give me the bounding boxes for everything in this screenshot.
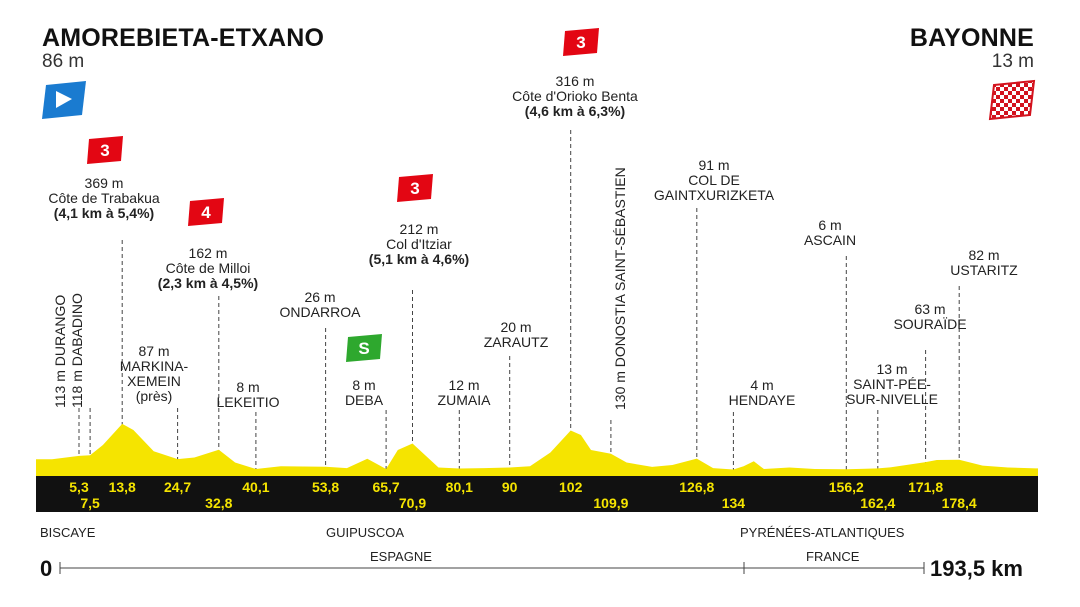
climb-name: Col d'Itziar: [386, 236, 452, 252]
climb-badge-4: 3: [563, 28, 599, 56]
climb-label-orioko: 316 m Côte d'Orioko Benta (4,6 km à 6,3%…: [495, 74, 655, 119]
place-zumaia: 12 m ZUMAIA: [437, 377, 491, 408]
climb-label-trabakua: 369 m Côte de Trabakua (4,1 km à 5,4%): [26, 176, 182, 221]
place-durango: 113 m DURANGO: [52, 294, 68, 408]
start-flag-icon: [42, 81, 86, 119]
km-marker-top: 156,2: [828, 479, 864, 495]
finish-flag-icon: [988, 79, 1036, 121]
km-marker-top: 24,7: [163, 479, 192, 495]
climb-detail: (2,3 km à 4,5%): [157, 275, 259, 291]
sprint-label-deba: 8 m DEBA: [330, 378, 398, 408]
place-altitude: 8 m: [352, 377, 376, 393]
place-souraide: 63 m SOURAÏDE: [893, 301, 967, 332]
place-gaintxurizketa: 91 m COL DE GAINTXURIZKETA: [653, 157, 775, 203]
km-marker-top: 40,1: [242, 479, 270, 495]
km-marker-top: 13,8: [108, 479, 136, 495]
climb-altitude: 316 m: [555, 73, 595, 89]
climb-name: Côte de Milloi: [165, 260, 251, 276]
svg-text:3: 3: [410, 179, 419, 198]
climb-badge-3: 3: [397, 174, 433, 202]
place-name: DEBA: [344, 392, 384, 408]
climb-label-milloi: 162 m Côte de Milloi (2,3 km à 4,5%): [128, 246, 288, 291]
distance-total: 193,5 km: [930, 556, 1023, 581]
place-markina: 87 m MARKINA- XEMEIN (près): [119, 343, 189, 404]
climb-label-itziar: 212 m Col d'Itziar (5,1 km à 4,6%): [339, 222, 499, 267]
climb-detail: (5,1 km à 4,6%): [368, 251, 470, 267]
place-dabadino: 118 m DABADINO: [69, 293, 85, 408]
km-marker-bottom: 7,5: [80, 495, 100, 511]
place-saintpee: 13 m SAINT-PÉE- SUR-NIVELLE: [846, 361, 938, 407]
country-france: FRANCE: [806, 549, 860, 564]
distance-start: 0: [40, 556, 53, 581]
climb-detail: (4,1 km à 5,4%): [53, 205, 155, 221]
svg-text:3: 3: [100, 141, 109, 160]
climb-name: Côte d'Orioko Benta: [512, 88, 638, 104]
km-marker-top: 171,8: [908, 479, 944, 495]
climb-detail: (4,6 km à 6,3%): [524, 103, 626, 119]
place-hendaye: 4 m HENDAYE: [728, 377, 796, 408]
finish-town: BAYONNE: [909, 24, 1034, 52]
km-marker-top: 65,7: [372, 479, 400, 495]
svg-text:S: S: [358, 339, 369, 358]
climb-badge-2: 4: [188, 198, 224, 226]
km-band: [36, 476, 1038, 512]
km-marker-top: 5,3: [69, 479, 89, 495]
km-marker-bottom: 134: [721, 495, 746, 511]
svg-text:4: 4: [201, 203, 211, 222]
climb-name: Côte de Trabakua: [48, 190, 160, 206]
climb-altitude: 162 m: [188, 245, 228, 261]
km-marker-bottom: 32,8: [205, 495, 233, 511]
climb-altitude: 212 m: [399, 221, 439, 237]
km-marker-top: 80,1: [445, 479, 473, 495]
finish-altitude: 13 m: [991, 51, 1034, 72]
km-marker-bottom: 70,9: [398, 495, 427, 511]
place-ascain: 6 m ASCAIN: [803, 217, 857, 248]
country-espagne: ESPAGNE: [370, 549, 432, 564]
place-ustaritz: 82 m USTARITZ: [950, 247, 1018, 278]
km-marker-top: 102: [559, 479, 583, 495]
place-zarautz: 20 m ZARAUTZ: [483, 319, 549, 350]
km-marker-bottom: 109,9: [593, 495, 629, 511]
start-town: AMOREBIETA-ETXANO: [42, 24, 325, 52]
region-biscaye: BISCAYE: [40, 525, 96, 540]
climb-altitude: 369 m: [84, 175, 124, 191]
place-donostia: 130 m DONOSTIA SAINT-SÉBASTIEN: [612, 167, 628, 410]
place-lekeitio: 8 m LEKEITIO: [216, 379, 280, 410]
km-marker-bottom: 162,4: [860, 495, 896, 511]
sprint-badge: S: [346, 334, 382, 362]
region-pyrenees: PYRÉNÉES-ATLANTIQUES: [740, 525, 905, 540]
profile-area: [36, 423, 1038, 476]
km-marker-top: 90: [501, 479, 518, 495]
region-guipuscoa: GUIPUSCOA: [326, 525, 405, 540]
km-marker-top: 126,8: [679, 479, 715, 495]
climb-badge-1: 3: [87, 136, 123, 164]
km-marker-top: 53,8: [311, 479, 340, 495]
start-altitude: 86 m: [42, 51, 85, 72]
km-marker-bottom: 178,4: [941, 495, 977, 511]
place-ondarroa: 26 m ONDARROA: [279, 289, 361, 320]
svg-text:3: 3: [576, 33, 585, 52]
